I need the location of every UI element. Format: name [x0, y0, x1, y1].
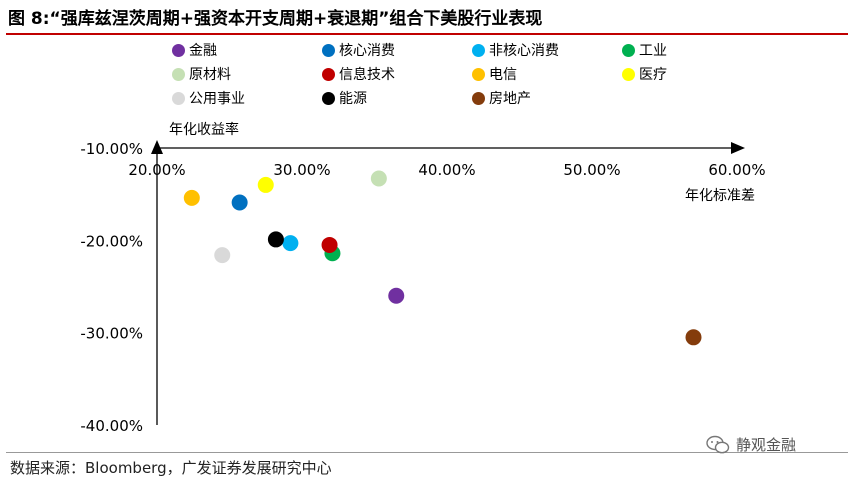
x-axis-arrow — [731, 142, 745, 154]
legend-swatch — [472, 67, 485, 81]
y-axis-arrow — [151, 140, 163, 154]
data-point — [257, 176, 274, 193]
legend-label: 原材料 — [189, 67, 231, 83]
legend-item: 信息技术 — [322, 64, 395, 84]
legend-label: 核心消费 — [339, 43, 395, 59]
legend-item: 医疗 — [622, 64, 667, 84]
legend-label: 房地产 — [489, 91, 531, 107]
legend-item: 房地产 — [472, 88, 531, 108]
legend-swatch — [322, 91, 335, 105]
data-point — [282, 235, 299, 252]
data-point — [370, 170, 387, 187]
scatter-chart: 20.00% 30.00% 40.00% 50.00% 60.00% -10.00% -20… — [80, 121, 765, 435]
watermark: 静观金融 — [706, 434, 796, 455]
legend-swatch — [172, 67, 185, 81]
y-tick-label: -30.00% — [80, 325, 143, 343]
y-tick-label: -40.00% — [80, 417, 143, 435]
data-point — [321, 236, 338, 253]
legend-item: 金融 — [172, 40, 217, 60]
legend-label: 公用事业 — [189, 91, 245, 107]
data-point — [231, 194, 248, 211]
legend-swatch — [172, 91, 185, 105]
legend-item: 能源 — [322, 88, 367, 108]
legend-item: 电信 — [472, 64, 517, 84]
figure-title: 图 8:“强库兹涅茨周期+强资本开支周期+衰退期”组合下美股行业表现 — [8, 9, 543, 29]
legend-swatch — [622, 67, 635, 81]
legend-label: 金融 — [189, 43, 217, 59]
legend-label: 非核心消费 — [489, 43, 559, 59]
legend-item: 公用事业 — [172, 88, 245, 108]
y-axis-title: 年化收益率 — [169, 121, 239, 138]
legend-swatch — [472, 91, 485, 105]
legend-item: 核心消费 — [322, 40, 395, 60]
legend-label: 医疗 — [639, 67, 667, 83]
legend-label: 能源 — [339, 91, 367, 107]
legend-swatch — [322, 43, 335, 57]
legend-swatch — [172, 43, 185, 57]
data-point — [267, 231, 284, 248]
legend-label: 信息技术 — [339, 67, 395, 83]
x-tick-label: 20.00% — [128, 161, 185, 179]
data-point — [388, 287, 405, 304]
legend-swatch — [472, 43, 485, 57]
title-divider — [6, 33, 848, 35]
y-tick-label: -10.00% — [80, 140, 143, 158]
legend-item: 非核心消费 — [472, 40, 559, 60]
x-tick-label: 50.00% — [563, 161, 620, 179]
data-point — [214, 247, 231, 264]
wechat-icon — [706, 435, 730, 453]
watermark-label: 静观金融 — [736, 436, 797, 454]
legend-label: 电信 — [489, 67, 517, 83]
legend-swatch — [322, 67, 335, 81]
data-point — [685, 329, 702, 346]
legend-label: 工业 — [639, 43, 667, 59]
legend-swatch — [622, 43, 635, 57]
legend-item: 工业 — [622, 40, 667, 60]
x-axis-title: 年化标准差 — [685, 188, 755, 204]
source-divider — [6, 452, 848, 453]
y-tick-label: -20.00% — [80, 232, 143, 250]
data-point — [183, 189, 200, 206]
source-note: 数据来源：Bloomberg，广发证券发展研究中心 — [10, 459, 332, 477]
x-tick-label: 30.00% — [273, 161, 330, 179]
x-tick-label: 40.00% — [418, 161, 475, 179]
x-tick-label: 60.00% — [708, 161, 765, 179]
legend-item: 原材料 — [172, 64, 231, 84]
